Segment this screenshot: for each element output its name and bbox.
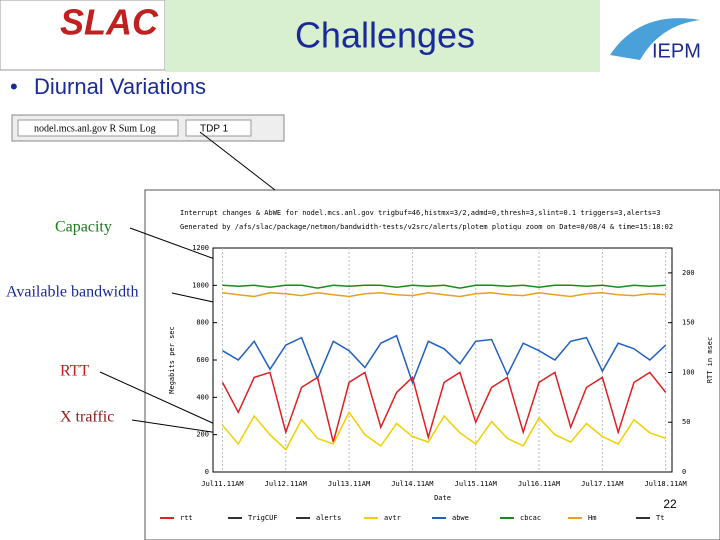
x-tick-label: Jul16.11AM: [518, 480, 560, 488]
host: nodel.mcs.anl.gov R Sum Log: [34, 123, 156, 134]
legend-label: avtr: [384, 514, 401, 522]
y2-tick-label: 200: [682, 269, 695, 277]
label: RTT: [60, 363, 89, 380]
x-tick-label: Jul11.11AM: [201, 480, 243, 488]
legend-label: cbcac: [520, 514, 541, 522]
slac-logo-text: SLAC: [60, 2, 159, 43]
title-band: [165, 0, 600, 72]
y-tick-label: 1200: [192, 244, 209, 252]
x-tick-label: Jul12.11AM: [265, 480, 307, 488]
series-line: [221, 410, 666, 451]
y2-tick-label: 0: [682, 468, 686, 476]
bullet-dot: •: [10, 74, 18, 99]
field: TDP 1: [200, 124, 229, 135]
x-tick-label: Jul17.11AM: [581, 480, 623, 488]
y-tick-label: 800: [196, 319, 209, 327]
y-tick-label: 200: [196, 431, 209, 439]
iepm-logo: [600, 0, 720, 75]
y2-tick-label: 50: [682, 418, 690, 426]
chart-header: Interrupt changes & AbWE for nodel.mcs.a…: [180, 209, 660, 217]
plot: Interrupt changes & AbWE for nodel.mcs.a…: [160, 209, 714, 522]
y-tick-label: 400: [196, 393, 209, 401]
y-tick-label: 600: [196, 356, 209, 364]
plot-area: [212, 247, 673, 473]
label: Available bandwidth: [6, 284, 139, 301]
x-tick-label: Jul15.11AM: [455, 480, 497, 488]
legend-label: Hm: [588, 514, 596, 522]
series-line: [222, 334, 667, 385]
arrow: [199, 131, 276, 191]
field-box: [185, 119, 252, 137]
label: Capacity: [55, 219, 112, 236]
y-axis-label: Megabits per sec: [168, 326, 176, 393]
legend-label: alerts: [316, 514, 341, 522]
iepm-text: IEPM: [652, 40, 701, 62]
dolphin: [610, 18, 700, 60]
y2-tick-label: 100: [682, 368, 695, 376]
x-tick-label: Jul14.11AM: [391, 480, 433, 488]
arrow: [99, 371, 229, 431]
series-line: [221, 371, 667, 443]
x-tick-label: Jul13.11AM: [328, 480, 370, 488]
host-box: [17, 119, 179, 137]
y2-axis-label: RTT in msec: [706, 337, 714, 383]
legend-label: rtt: [180, 514, 193, 522]
legend-label: abwe: [452, 514, 469, 522]
title: Challenges: [295, 15, 475, 56]
y-tick-label: 0: [205, 468, 209, 476]
y2-tick-label: 150: [682, 319, 695, 327]
bullet: Diurnal Variations: [34, 74, 206, 99]
slac-logo: [0, 0, 166, 71]
x-tick-label: Jul18.11AM: [645, 480, 687, 488]
x-axis-label: Date: [434, 494, 451, 502]
page-number: 22: [663, 497, 677, 511]
legend-label: Tt: [656, 514, 664, 522]
legend-label: TrigCUF: [248, 514, 278, 522]
series-line: [222, 284, 666, 289]
y-tick-label: 1000: [192, 281, 209, 289]
series-line: [222, 292, 666, 298]
label: X traffic: [60, 409, 114, 426]
chart-header: Generated by /afs/slac/package/netmon/ba…: [180, 223, 673, 231]
